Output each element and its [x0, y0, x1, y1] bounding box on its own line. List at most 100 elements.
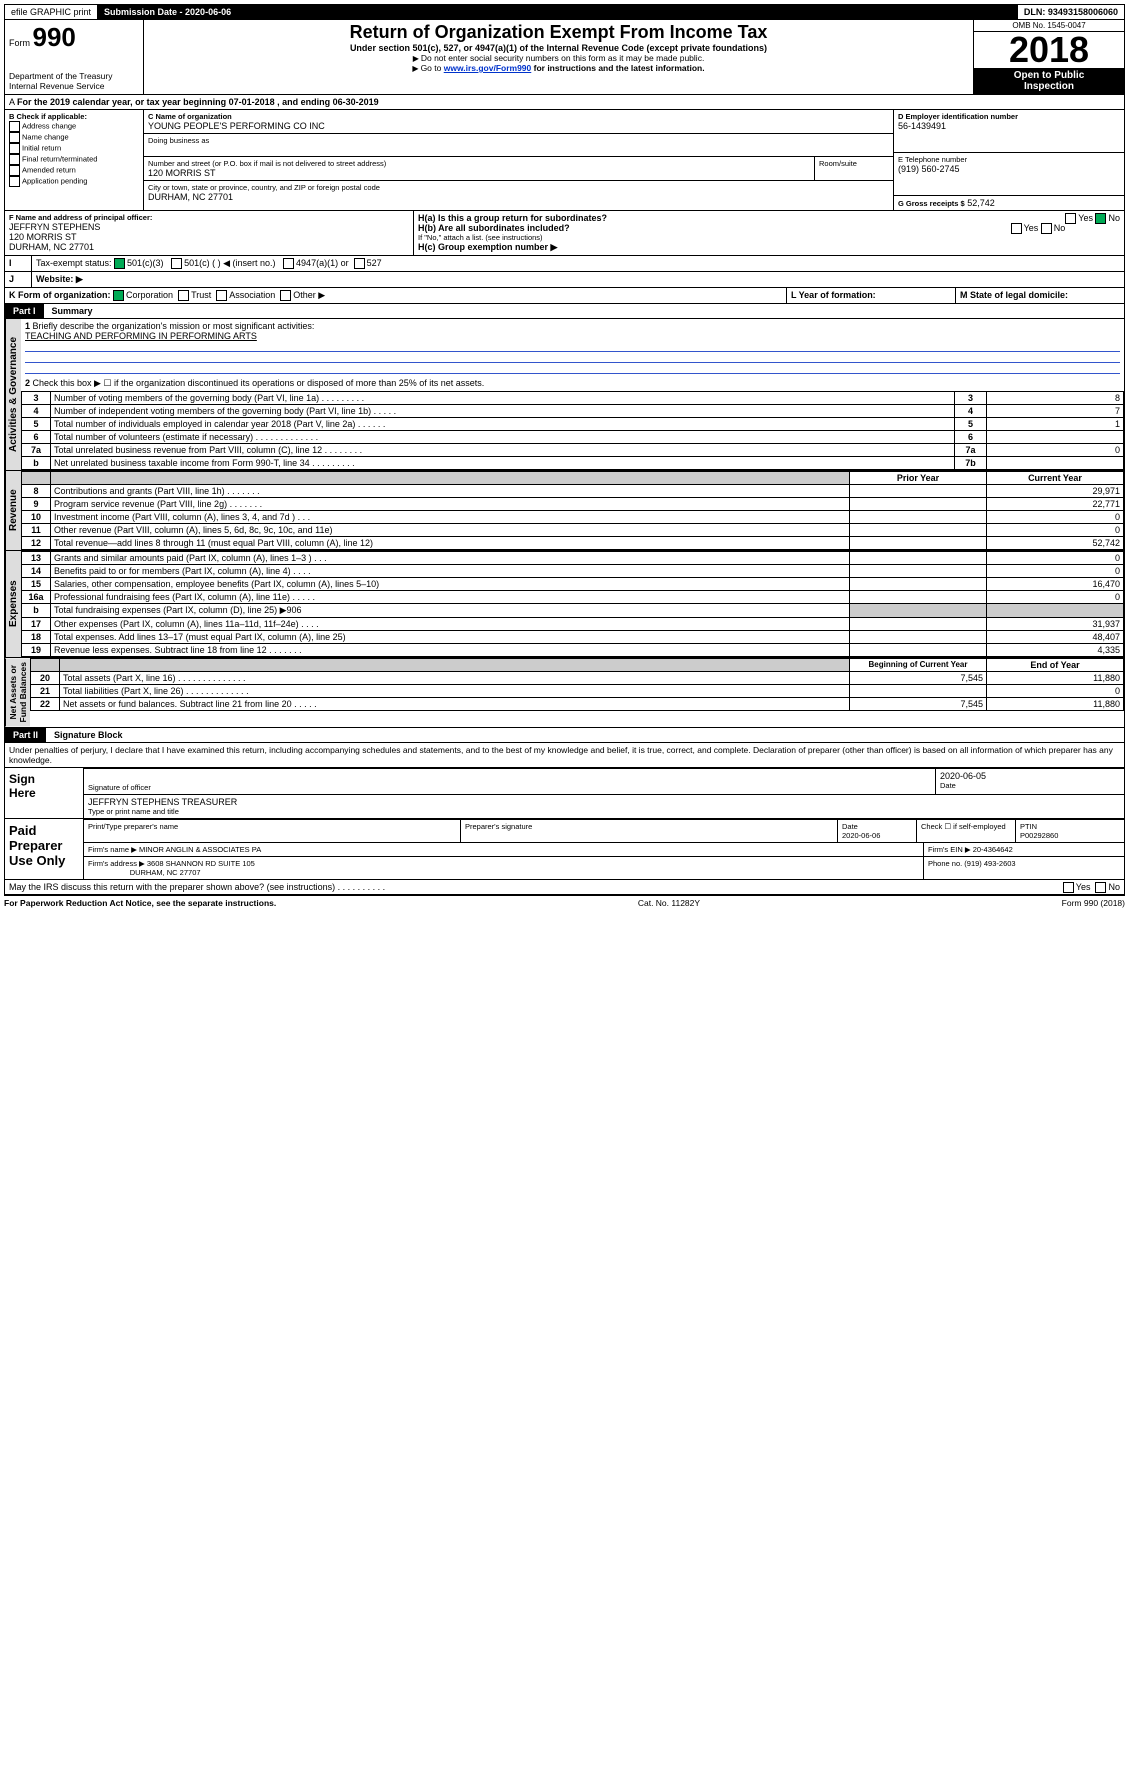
paid-preparer-block: Paid Preparer Use Only Print/Type prepar… [4, 819, 1125, 880]
chk-other[interactable] [280, 290, 291, 301]
block-i-letter: I [5, 256, 32, 271]
firm-addr: 3608 SHANNON RD SUITE 105 [147, 859, 255, 868]
sig-officer-label: Signature of officer [88, 783, 931, 792]
part1-header: Part I [5, 304, 44, 318]
discuss-no[interactable] [1095, 882, 1106, 893]
firm-city: DURHAM, NC 27707 [130, 868, 201, 877]
top-bar: efile GRAPHIC print Submission Date - 20… [4, 4, 1125, 20]
telephone: (919) 560-2745 [898, 164, 1120, 174]
prep-self-employed[interactable]: Check ☐ if self-employed [916, 819, 1015, 842]
tab-governance: Activities & Governance [5, 319, 21, 470]
tab-revenue: Revenue [5, 471, 21, 550]
ha-yes[interactable] [1065, 213, 1076, 224]
chk-pending[interactable]: Application pending [9, 176, 139, 187]
opt-501c3: 501(c)(3) [127, 258, 164, 268]
ptin-value: P00292860 [1020, 831, 1058, 840]
block-j-letter: J [5, 272, 32, 287]
firm-phone-label: Phone no. [928, 859, 962, 868]
tax-year: 2018 [974, 32, 1124, 68]
h-c: H(c) Group exemption number ▶ [418, 242, 1120, 253]
opt-4947: 4947(a)(1) or [296, 258, 349, 268]
chk-4947[interactable] [283, 258, 294, 269]
dept-label: Department of the Treasury Internal Reve… [9, 71, 139, 91]
col-begin: Beginning of Current Year [850, 659, 987, 672]
line1-value: TEACHING AND PERFORMING IN PERFORMING AR… [25, 331, 257, 341]
block-c-name-label: C Name of organization [148, 112, 889, 121]
discuss-yes[interactable] [1063, 882, 1074, 893]
opt-501c: 501(c) ( ) ◀ (insert no.) [184, 258, 275, 268]
discuss-row: May the IRS discuss this return with the… [4, 880, 1125, 895]
chk-assoc[interactable] [216, 290, 227, 301]
col-prior: Prior Year [850, 472, 987, 485]
website-label: Website: ▶ [32, 272, 1124, 287]
net-table: Beginning of Current Year End of Year 20… [30, 658, 1124, 711]
block-m: M State of legal domicile: [956, 288, 1124, 303]
form-word: Form [9, 38, 30, 48]
col-current: Current Year [987, 472, 1124, 485]
street: 120 MORRIS ST [148, 168, 810, 178]
chk-name[interactable]: Name change [9, 132, 139, 143]
prep-name-label: Print/Type preparer's name [83, 819, 460, 842]
form-number: 990 [33, 22, 76, 52]
hb-yes[interactable] [1011, 223, 1022, 234]
form-title: Return of Organization Exempt From Incom… [150, 22, 967, 43]
chk-address[interactable]: Address change [9, 121, 139, 132]
chk-527[interactable] [354, 258, 365, 269]
chk-501c3[interactable] [114, 258, 125, 269]
h-a: H(a) Is this a group return for subordin… [418, 213, 1120, 223]
room-label: Room/suite [814, 157, 893, 180]
firm-ein: 20-4364642 [973, 845, 1013, 854]
sign-here-block: Sign Here Signature of officer 2020-06-0… [4, 768, 1125, 819]
chk-trust[interactable] [178, 290, 189, 301]
hb-no[interactable] [1041, 223, 1052, 234]
cat-no: Cat. No. 11282Y [638, 898, 700, 908]
chk-corp[interactable] [113, 290, 124, 301]
note-goto-post: for instructions and the latest informat… [531, 63, 704, 73]
block-k-label: K Form of organization: [9, 290, 111, 300]
officer-block: F Name and address of principal officer:… [4, 211, 1125, 256]
gross-receipts: 52,742 [967, 198, 995, 208]
form-header: Form 990 Department of the Treasury Inte… [4, 20, 1125, 95]
firm-addr-label: Firm's address ▶ [88, 859, 145, 868]
efile-label[interactable]: efile GRAPHIC print [5, 5, 98, 19]
chk-final[interactable]: Final return/terminated [9, 154, 139, 165]
officer-printed-name: JEFFRYN STEPHENS TREASURER [88, 797, 1120, 807]
perjury-declaration: Under penalties of perjury, I declare th… [4, 743, 1125, 768]
entity-block: B Check if applicable: Address change Na… [4, 110, 1125, 211]
opt-assoc: Association [229, 290, 275, 300]
dba-label: Doing business as [148, 136, 889, 145]
chk-amended[interactable]: Amended return [9, 165, 139, 176]
officer-city: DURHAM, NC 27701 [9, 242, 409, 252]
part1-title: Summary [44, 306, 93, 316]
firm-name-label: Firm's name ▶ [88, 845, 137, 854]
opt-527: 527 [367, 258, 382, 268]
printed-name-label: Type or print name and title [88, 807, 1120, 816]
tax-period: A For the 2019 calendar year, or tax yea… [5, 95, 1124, 109]
discuss-question: May the IRS discuss this return with the… [9, 882, 385, 892]
chk-initial[interactable]: Initial return [9, 143, 139, 154]
block-e-label: E Telephone number [898, 155, 1120, 164]
part2-title: Signature Block [46, 730, 123, 740]
block-f-label: F Name and address of principal officer: [9, 213, 409, 222]
part2-header: Part II [5, 728, 46, 742]
city-label: City or town, state or province, country… [148, 183, 889, 192]
arrow-icon [413, 53, 421, 63]
chk-501c[interactable] [171, 258, 182, 269]
ha-no[interactable] [1095, 213, 1106, 224]
tab-net-assets: Net Assets or Fund Balances [5, 658, 30, 726]
exp-table: 13Grants and similar amounts paid (Part … [21, 551, 1124, 657]
form-footer: Form 990 (2018) [1062, 898, 1125, 908]
arrow-icon [412, 63, 420, 73]
sign-here-label: Sign Here [5, 768, 83, 818]
irs-link[interactable]: www.irs.gov/Form990 [444, 63, 532, 73]
ptin-label: PTIN [1020, 822, 1037, 831]
pra-notice: For Paperwork Reduction Act Notice, see … [4, 898, 276, 908]
block-b-label: B Check if applicable: [9, 112, 139, 121]
dln: DLN: 93493158006060 [1018, 5, 1124, 19]
firm-name: MINOR ANGLIN & ASSOCIATES PA [139, 845, 261, 854]
col-end: End of Year [987, 659, 1124, 672]
org-name: YOUNG PEOPLE'S PERFORMING CO INC [148, 121, 889, 131]
line1-num: 1 [25, 321, 30, 331]
tab-expenses: Expenses [5, 551, 21, 657]
gov-table: 3Number of voting members of the governi… [21, 391, 1124, 470]
